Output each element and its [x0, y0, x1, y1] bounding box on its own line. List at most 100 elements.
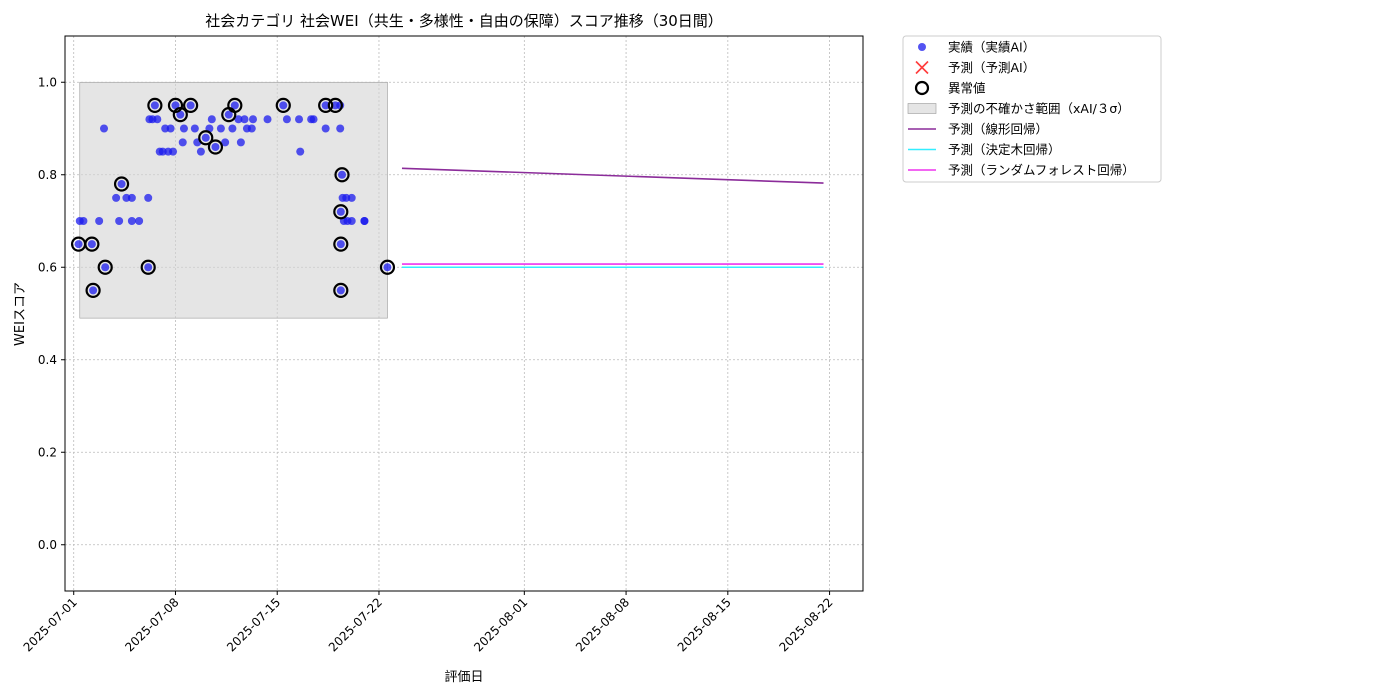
data-point [321, 101, 330, 110]
x-tick-label: 2025-07-08 [122, 595, 181, 654]
data-point [179, 124, 188, 133]
data-point [144, 263, 153, 272]
data-point [228, 124, 237, 133]
anomaly-ring [97, 259, 113, 275]
data-point [211, 143, 220, 151]
data-point [144, 193, 153, 202]
legend-label: 予測（予測AI） [948, 60, 1035, 75]
anomaly-ring [147, 97, 163, 113]
data-point [221, 138, 230, 147]
data-point [230, 101, 239, 110]
y-tick-label: 0.2 [38, 445, 57, 459]
y-tick-label: 0.0 [38, 538, 57, 552]
data-point [176, 110, 185, 119]
data-point [295, 115, 304, 124]
data-point [89, 286, 98, 295]
data-point [150, 101, 159, 110]
anomaly-ring [113, 176, 130, 192]
legend-frame [902, 35, 1162, 183]
data-point [112, 193, 121, 202]
chart-title: 社会カテゴリ 社会WEI（共生・多様性・自由の保障）スコア推移（30日間） [205, 12, 723, 30]
data-point [336, 124, 345, 133]
data-point [171, 101, 180, 110]
data-point [169, 147, 178, 156]
data-point [248, 115, 257, 124]
data-point [263, 115, 272, 124]
data-point [117, 180, 126, 188]
data-point [153, 115, 162, 124]
x-axis-ticks: 2025-07-01 2025-07-08 2025-07-15 2025-07-22… [21, 591, 836, 654]
plot-frame [64, 35, 864, 592]
x-tick-label: 2025-07-01 [21, 595, 80, 654]
anomaly-ring [227, 97, 243, 113]
anomaly-ring [333, 204, 349, 220]
anomaly-ring [333, 236, 349, 252]
data-point [207, 115, 216, 124]
legend-label: 予測（ランダムフォレスト回帰） [948, 163, 1135, 178]
data-point [190, 124, 199, 133]
x-tick-label: 2025-08-01 [471, 595, 530, 654]
anomaly-ring [207, 139, 224, 155]
legend-label: 異常値 [948, 81, 986, 96]
x-axis-title: 評価日 [444, 670, 483, 685]
legend-marker-band [907, 103, 937, 114]
legend-label: 予測（決定木回帰） [948, 142, 1061, 157]
anomaly-ring [198, 130, 214, 146]
data-point [336, 286, 345, 295]
x-tick-label: 2025-08-15 [675, 595, 734, 654]
anomaly-ring [275, 97, 291, 113]
anomaly-rings-layer [70, 97, 396, 298]
y-axis-ticks: 0.0 0.2 0.4 0.6 0.8 1.0 [38, 75, 65, 552]
anomaly-ring [183, 97, 199, 113]
data-point [100, 124, 109, 133]
data-point [127, 193, 136, 202]
anomaly-ring [327, 97, 343, 113]
data-point [360, 217, 369, 225]
y-tick-label: 0.4 [38, 353, 57, 367]
data-point [247, 124, 256, 133]
actual-points-layer [74, 101, 392, 295]
data-point [186, 101, 195, 110]
anomaly-ring [85, 282, 101, 298]
y-tick-label: 0.6 [38, 260, 57, 274]
data-point [74, 240, 83, 249]
data-point [336, 240, 345, 249]
y-tick-label: 0.8 [38, 168, 57, 182]
data-point [127, 217, 136, 225]
anomaly-ring [318, 97, 334, 113]
forecast-line [401, 167, 824, 184]
x-tick-label: 2025-07-22 [326, 595, 385, 654]
anomaly-ring [140, 259, 156, 275]
y-tick-label: 1.0 [38, 75, 57, 89]
anomaly-ring [334, 167, 350, 183]
legend-marker-dot [918, 43, 926, 51]
data-point [338, 170, 347, 179]
anomaly-ring [172, 107, 188, 123]
legend-label: 予測の不確かさ範囲（xAI/３σ） [948, 101, 1130, 116]
data-point [87, 240, 96, 249]
data-point [336, 207, 345, 216]
x-tick-label: 2025-08-22 [776, 595, 835, 654]
data-point [166, 124, 175, 133]
anomaly-ring [84, 236, 100, 252]
data-point [79, 217, 88, 225]
data-point [279, 101, 288, 110]
data-point [216, 124, 225, 133]
y-axis-title: WEIスコア [13, 282, 28, 346]
legend-marker-x [915, 60, 929, 75]
data-point [347, 193, 356, 202]
data-point [347, 217, 356, 225]
data-point [178, 138, 187, 147]
legend-label: 予測（線形回帰） [948, 122, 1048, 137]
data-point [321, 124, 330, 133]
data-point [201, 133, 210, 142]
data-point [383, 263, 392, 272]
data-point [224, 110, 233, 119]
data-point [309, 115, 318, 124]
data-point [101, 263, 110, 272]
data-point [296, 147, 305, 156]
x-tick-label: 2025-07-15 [224, 595, 283, 654]
data-point [95, 217, 104, 225]
